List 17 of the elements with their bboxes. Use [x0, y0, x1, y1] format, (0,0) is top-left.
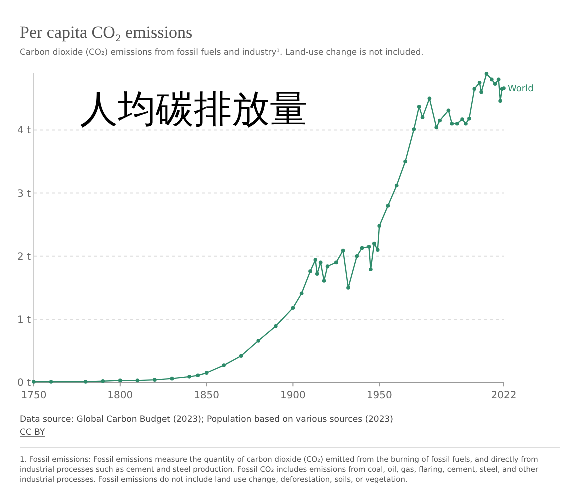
- y-tick-label: 3 t: [18, 188, 32, 200]
- y-tick-label: 0 t: [18, 378, 32, 390]
- annotation: 人均碳排放量: [80, 87, 308, 131]
- y-tick-label: 4 t: [18, 126, 32, 137]
- chart-title: Per capita CO₂ emissions: [20, 23, 193, 42]
- x-tick-label: 2022: [491, 390, 517, 402]
- x-tick-label: 1750: [21, 390, 47, 402]
- x-tick-label: 1900: [280, 390, 306, 402]
- chart-subtitle: Carbon dioxide (CO₂) emissions from fossil fuels and industry¹. Land-use change is not included.: [20, 47, 424, 57]
- series-label: World: [508, 84, 534, 95]
- x-tick-label: 1850: [194, 390, 220, 402]
- x-tick-label: 1800: [108, 390, 134, 402]
- x-tick-label: 1950: [366, 390, 392, 402]
- y-tick-label: 1 t: [18, 315, 32, 326]
- y-tick-label: 2 t: [18, 252, 32, 263]
- source-note: Data source: Global Carbon Budget (2023); Population based on various sources (2023): [20, 415, 394, 425]
- text: CC BY: [20, 428, 46, 438]
